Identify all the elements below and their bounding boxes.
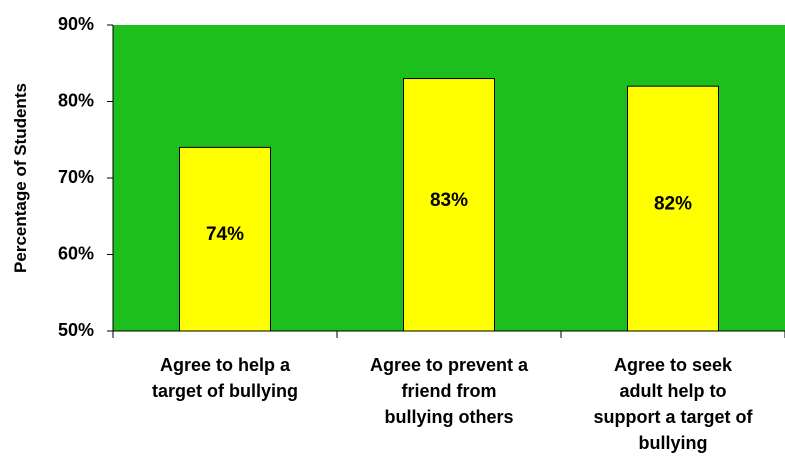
y-axis-label: Percentage of Students bbox=[11, 83, 30, 273]
x-tick-labels-group: Agree to help a target of bullying Agree t… bbox=[152, 355, 754, 453]
value-label-2: 83% bbox=[430, 190, 468, 211]
y-tick-labels-group: 50% 60% 70% 80% 90% bbox=[58, 14, 94, 340]
x-tick-label-2: Agree to prevent a friend from bullying ot… bbox=[370, 355, 529, 427]
value-label-3: 82% bbox=[654, 194, 692, 215]
y-tick-label-5: 90% bbox=[58, 14, 94, 34]
y-tick-label-3: 70% bbox=[58, 167, 94, 187]
y-tick-label-4: 80% bbox=[58, 90, 94, 110]
y-tick-label-2: 60% bbox=[58, 243, 94, 263]
x-tick-label-1: Agree to help a target of bullying bbox=[152, 355, 298, 401]
bar-2 bbox=[403, 78, 495, 332]
bars-group bbox=[179, 78, 719, 332]
x-tick-label-3: Agree to seek adult help to support a targ… bbox=[593, 355, 753, 453]
value-label-1: 74% bbox=[206, 224, 244, 245]
value-labels-group: 74% 83% 82% bbox=[206, 190, 692, 245]
axes-group bbox=[107, 24, 785, 338]
bar-3 bbox=[627, 85, 719, 332]
bar-1 bbox=[179, 146, 271, 332]
y-tick-label-1: 50% bbox=[58, 320, 94, 340]
